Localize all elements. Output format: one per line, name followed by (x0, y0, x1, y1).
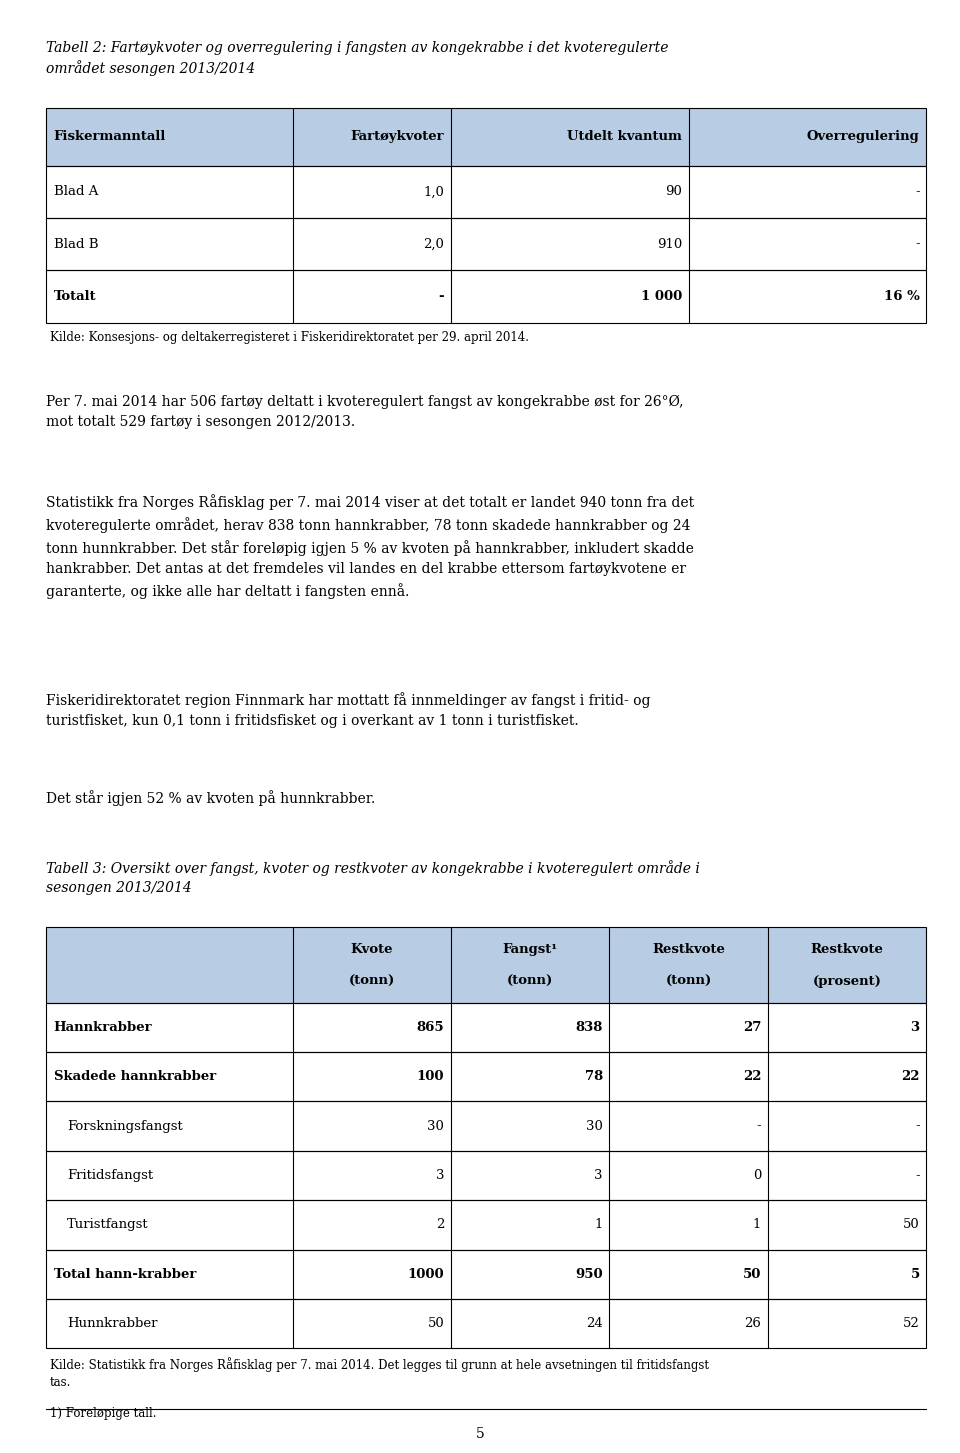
Text: Turistfangst: Turistfangst (67, 1219, 149, 1231)
Bar (46, 1151, 926, 1200)
Text: 5: 5 (475, 1427, 485, 1441)
Text: Det står igjen 52 % av kvoten på hunnkrabber.: Det står igjen 52 % av kvoten på hunnkra… (46, 790, 375, 806)
Text: 27: 27 (743, 1021, 761, 1033)
Text: 1: 1 (594, 1219, 603, 1231)
Text: Kilde: Konsesjons- og deltakerregisteret i Fiskeridirektoratet per 29. april 201: Kilde: Konsesjons- og deltakerregisteret… (50, 331, 529, 344)
Text: 1: 1 (753, 1219, 761, 1231)
Text: 78: 78 (585, 1071, 603, 1082)
Text: (tonn): (tonn) (348, 975, 395, 988)
Text: 52: 52 (903, 1318, 920, 1329)
Text: Kilde: Statistikk fra Norges Råfisklag per 7. mai 2014. Det legges til grunn at : Kilde: Statistikk fra Norges Råfisklag p… (50, 1357, 708, 1389)
Bar (46, 1200, 926, 1250)
Text: -: - (915, 1120, 920, 1132)
Text: Tabell 3: Oversikt over fangst, kvoter og restkvoter av kongekrabbe i kvoteregul: Tabell 3: Oversikt over fangst, kvoter o… (46, 860, 700, 895)
Text: 3: 3 (436, 1170, 444, 1181)
Text: Overregulering: Overregulering (807, 131, 920, 142)
Bar (46, 1003, 926, 1052)
Text: Fiskeridirektoratet region Finnmark har mottatt få innmeldinger av fangst i frit: Fiskeridirektoratet region Finnmark har … (46, 692, 651, 728)
Text: Hunnkrabber: Hunnkrabber (67, 1318, 157, 1329)
Text: 2: 2 (436, 1219, 444, 1231)
Text: Skadede hannkrabber: Skadede hannkrabber (54, 1071, 216, 1082)
Text: 838: 838 (575, 1021, 603, 1033)
Text: Forskningsfangst: Forskningsfangst (67, 1120, 183, 1132)
Bar (46, 270, 926, 323)
Text: Utdelt kvantum: Utdelt kvantum (567, 131, 682, 142)
Bar (46, 1101, 926, 1151)
Text: 30: 30 (427, 1120, 444, 1132)
Text: 90: 90 (665, 186, 682, 198)
Text: 2,0: 2,0 (423, 238, 444, 250)
Text: 26: 26 (744, 1318, 761, 1329)
Text: Totalt: Totalt (54, 291, 96, 302)
Bar (46, 166, 926, 218)
Bar (46, 1299, 926, 1348)
Text: 50: 50 (903, 1219, 920, 1231)
Text: Hannkrabber: Hannkrabber (54, 1021, 153, 1033)
Text: 1) Foreløpige tall.: 1) Foreløpige tall. (50, 1407, 156, 1420)
Text: -: - (915, 186, 920, 198)
Text: Tabell 2: Fartøykvoter og overregulering i fangsten av kongekrabbe i det kvotere: Tabell 2: Fartøykvoter og overregulering… (46, 41, 668, 77)
Bar (46, 1151, 926, 1200)
Bar (46, 1299, 926, 1348)
Text: (tonn): (tonn) (507, 975, 553, 988)
Text: Kvote: Kvote (350, 943, 393, 956)
Text: 865: 865 (417, 1021, 444, 1033)
Text: 50: 50 (743, 1268, 761, 1280)
Bar (46, 1200, 926, 1250)
Text: 24: 24 (586, 1318, 603, 1329)
Bar (46, 108, 926, 166)
Text: Fartøykvoter: Fartøykvoter (350, 131, 444, 142)
Text: 1 000: 1 000 (640, 291, 682, 302)
Bar (46, 1101, 926, 1151)
Bar (46, 218, 926, 270)
Bar (46, 1052, 926, 1101)
Text: Fangst¹: Fangst¹ (503, 943, 558, 956)
Bar (46, 166, 926, 218)
Bar (46, 108, 926, 166)
Text: 22: 22 (743, 1071, 761, 1082)
Text: 1000: 1000 (408, 1268, 444, 1280)
Text: Total hann-krabber: Total hann-krabber (54, 1268, 196, 1280)
Text: 950: 950 (575, 1268, 603, 1280)
Text: -: - (439, 291, 444, 302)
Bar (46, 1003, 926, 1052)
Text: -: - (915, 238, 920, 250)
Bar (46, 270, 926, 323)
Text: Blad B: Blad B (54, 238, 98, 250)
Text: 5: 5 (910, 1268, 920, 1280)
Text: 22: 22 (901, 1071, 920, 1082)
Text: (prosent): (prosent) (813, 975, 881, 988)
Text: Restkvote: Restkvote (811, 943, 883, 956)
Text: Per 7. mai 2014 har 506 fartøy deltatt i kvoteregulert fangst av kongekrabbe øst: Per 7. mai 2014 har 506 fartøy deltatt i… (46, 395, 684, 430)
Text: Blad A: Blad A (54, 186, 98, 198)
Bar (46, 927, 926, 1003)
Text: 100: 100 (417, 1071, 444, 1082)
Text: Fritidsfangst: Fritidsfangst (67, 1170, 154, 1181)
Text: 1,0: 1,0 (423, 186, 444, 198)
Text: 16 %: 16 % (884, 291, 920, 302)
Text: 910: 910 (657, 238, 682, 250)
Text: 30: 30 (586, 1120, 603, 1132)
Text: -: - (756, 1120, 761, 1132)
Text: Fiskermanntall: Fiskermanntall (54, 131, 166, 142)
Bar (46, 1052, 926, 1101)
Text: Restkvote: Restkvote (652, 943, 725, 956)
Bar (46, 218, 926, 270)
Text: 0: 0 (753, 1170, 761, 1181)
Bar (46, 1250, 926, 1299)
Text: (tonn): (tonn) (665, 975, 711, 988)
Bar (46, 927, 926, 1003)
Text: Statistikk fra Norges Råfisklag per 7. mai 2014 viser at det totalt er landet 94: Statistikk fra Norges Råfisklag per 7. m… (46, 494, 694, 599)
Text: 3: 3 (910, 1021, 920, 1033)
Bar (46, 1250, 926, 1299)
Text: -: - (915, 1170, 920, 1181)
Text: 50: 50 (427, 1318, 444, 1329)
Text: 3: 3 (594, 1170, 603, 1181)
